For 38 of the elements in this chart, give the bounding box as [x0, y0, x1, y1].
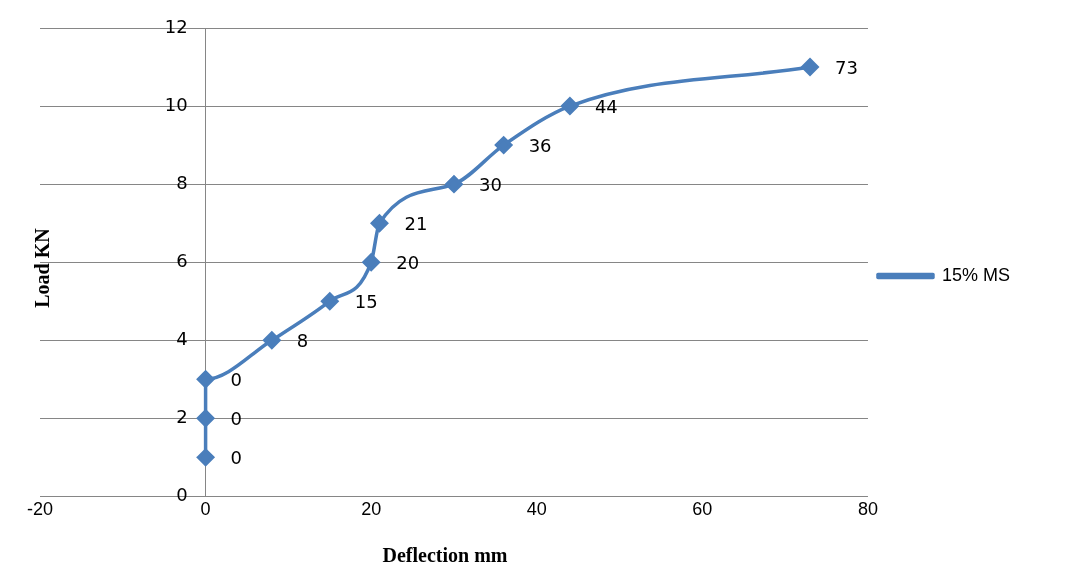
x-tick-label: 60 [692, 499, 713, 520]
x-tick-label: 40 [526, 499, 547, 520]
annotation: 15 [354, 290, 378, 312]
point [445, 175, 463, 193]
point [321, 292, 339, 310]
x-tick-label: -20 [26, 499, 54, 520]
annotation: 20 [396, 251, 420, 273]
annotation: 73 [835, 56, 858, 78]
y-tick-label: 0 [176, 484, 188, 506]
x-tick-label: 20 [361, 499, 382, 520]
y-tick-label: 10 [164, 93, 188, 115]
point [263, 331, 281, 350]
point [196, 409, 215, 428]
annotation: 21 [404, 212, 428, 234]
annotation: 44 [594, 95, 618, 117]
point [362, 253, 380, 271]
point [801, 58, 819, 76]
y-tick-label: 2 [176, 406, 188, 428]
y-tick-label: 6 [176, 249, 188, 271]
x-tick-label: 0 [200, 499, 211, 520]
x-tick-label: 80 [857, 499, 878, 520]
annotation: 0 [230, 447, 243, 469]
annotation: 30 [478, 173, 502, 195]
annotation: 8 [296, 329, 309, 351]
y-tick-label: 8 [176, 171, 188, 193]
point [370, 214, 389, 232]
point [196, 448, 215, 467]
y-tick-label: 12 [164, 15, 188, 37]
point [196, 370, 215, 389]
legend-label: 15% MS [941, 264, 1010, 285]
y-tick-label: 4 [176, 327, 188, 349]
annotation: 36 [528, 134, 552, 156]
annotation: 0 [230, 368, 243, 390]
point [561, 97, 579, 115]
point [494, 136, 513, 154]
annotation: 0 [230, 408, 243, 430]
y-axis-title: Load KN [30, 228, 54, 308]
x-axis-title: Deflection mm [381, 544, 509, 567]
